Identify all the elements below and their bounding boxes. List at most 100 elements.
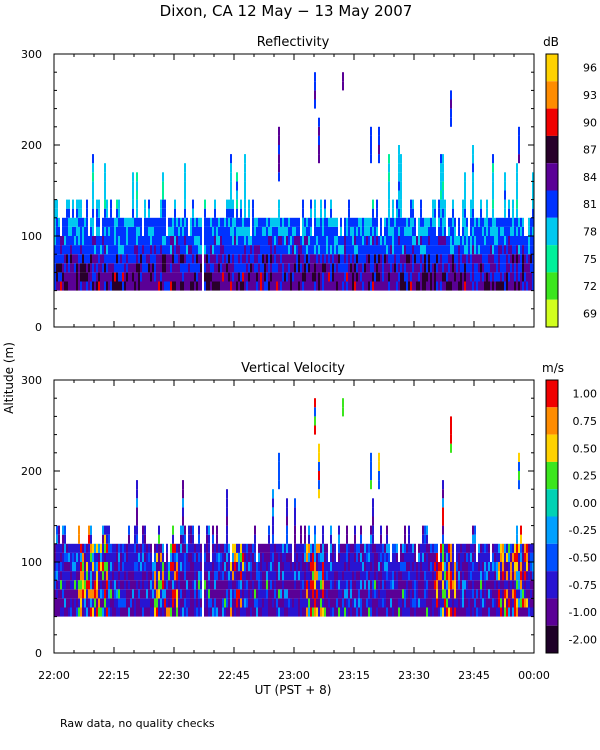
heatmap-cell	[158, 598, 160, 608]
colorbar-segment	[546, 190, 558, 218]
heatmap-cell	[364, 552, 366, 562]
heatmap-cell	[354, 217, 356, 227]
heatmap-cell	[406, 245, 408, 255]
colorbar-label: 93	[583, 89, 597, 102]
heatmap-cell	[64, 589, 66, 599]
heatmap-cell	[302, 217, 304, 227]
heatmap-cell	[388, 607, 390, 617]
heatmap-cell	[96, 217, 98, 227]
heatmap-cell	[302, 245, 304, 255]
heatmap-cell	[164, 208, 166, 218]
heatmap-cell	[352, 245, 354, 255]
heatmap-cell	[324, 543, 326, 553]
heatmap-cell	[256, 236, 258, 246]
heatmap-cell	[278, 236, 280, 246]
heatmap-cell	[148, 217, 150, 227]
heatmap-cell	[446, 281, 448, 291]
heatmap-cell	[56, 607, 58, 617]
heatmap-cell	[124, 217, 126, 227]
heatmap-cell	[92, 562, 94, 572]
heatmap-cell	[272, 272, 274, 282]
heatmap-cell	[116, 254, 118, 264]
heatmap-cell	[332, 272, 334, 282]
heatmap-cell	[402, 281, 404, 291]
heatmap-cell	[412, 236, 414, 246]
heatmap-cell	[100, 254, 102, 264]
heatmap-cell	[130, 580, 132, 590]
heatmap-cell	[464, 199, 466, 209]
heatmap-cell	[180, 598, 182, 608]
heatmap-cell	[250, 552, 252, 562]
heatmap-cell	[300, 607, 302, 617]
heatmap-cell	[396, 217, 398, 227]
heatmap-cell	[398, 580, 400, 590]
heatmap-cell	[354, 589, 356, 599]
heatmap-cell	[418, 226, 420, 236]
heatmap-cell	[458, 272, 460, 282]
heatmap-cell	[256, 562, 258, 572]
heatmap-cell	[312, 281, 314, 291]
heatmap-cell	[70, 598, 72, 608]
heatmap-cell	[236, 281, 238, 291]
heatmap-cell	[338, 562, 340, 572]
heatmap-cell	[360, 272, 362, 282]
heatmap-cell	[244, 245, 246, 255]
heatmap-cell	[174, 208, 176, 218]
heatmap-cell	[86, 281, 88, 291]
heatmap-cell	[122, 552, 124, 562]
heatmap-cell	[334, 580, 336, 590]
heatmap-cell	[160, 607, 162, 617]
heatmap-cell	[184, 254, 186, 264]
heatmap-cell	[294, 245, 296, 255]
heatmap-cell	[128, 272, 130, 282]
heatmap-cell	[450, 598, 452, 608]
heatmap-cell	[98, 199, 100, 209]
heatmap-cell	[258, 272, 260, 282]
heatmap-cell	[382, 245, 384, 255]
heatmap-cell	[108, 217, 110, 227]
heatmap-cell	[242, 226, 244, 236]
heatmap-cell	[216, 272, 218, 282]
heatmap-cell	[506, 281, 508, 291]
heatmap-cell	[382, 598, 384, 608]
heatmap-cell	[322, 543, 324, 553]
heatmap-cell	[502, 562, 504, 572]
heatmap-cell	[486, 245, 488, 255]
heatmap-cell	[448, 543, 450, 553]
heatmap-cell	[256, 245, 258, 255]
heatmap-cell	[288, 254, 290, 264]
heatmap-cell	[468, 543, 470, 553]
heatmap-cell	[96, 208, 98, 218]
heatmap-cell	[300, 272, 302, 282]
heatmap-cell	[210, 598, 212, 608]
heatmap-cell	[376, 263, 378, 273]
heatmap-cell	[354, 272, 356, 282]
heatmap-cell	[428, 571, 430, 581]
heatmap-cell	[120, 226, 122, 236]
heatmap-cell	[310, 272, 312, 282]
heatmap-cell	[492, 263, 494, 273]
heatmap-cell	[256, 580, 258, 590]
heatmap-cell	[360, 571, 362, 581]
heatmap-cell	[286, 598, 288, 608]
heatmap-cell	[320, 571, 322, 581]
heatmap-cell	[90, 525, 92, 535]
heatmap-cell	[308, 525, 310, 535]
heatmap-cell	[334, 281, 336, 291]
heatmap-cell	[214, 598, 216, 608]
heatmap-cell	[252, 543, 254, 553]
heatmap-cell	[492, 181, 494, 191]
heatmap-cell	[180, 543, 182, 553]
heatmap-cell	[524, 580, 526, 590]
heatmap-cell	[172, 589, 174, 599]
heatmap-cell	[320, 208, 322, 218]
heatmap-cell	[388, 217, 390, 227]
heatmap-cell	[424, 263, 426, 273]
x-tick-label: 23:15	[338, 669, 370, 682]
heatmap-cell	[294, 516, 296, 526]
heatmap-cell	[452, 281, 454, 291]
heatmap-cell	[130, 263, 132, 273]
heatmap-cell	[342, 236, 344, 246]
heatmap-cell	[60, 571, 62, 581]
heatmap-cell	[390, 598, 392, 608]
